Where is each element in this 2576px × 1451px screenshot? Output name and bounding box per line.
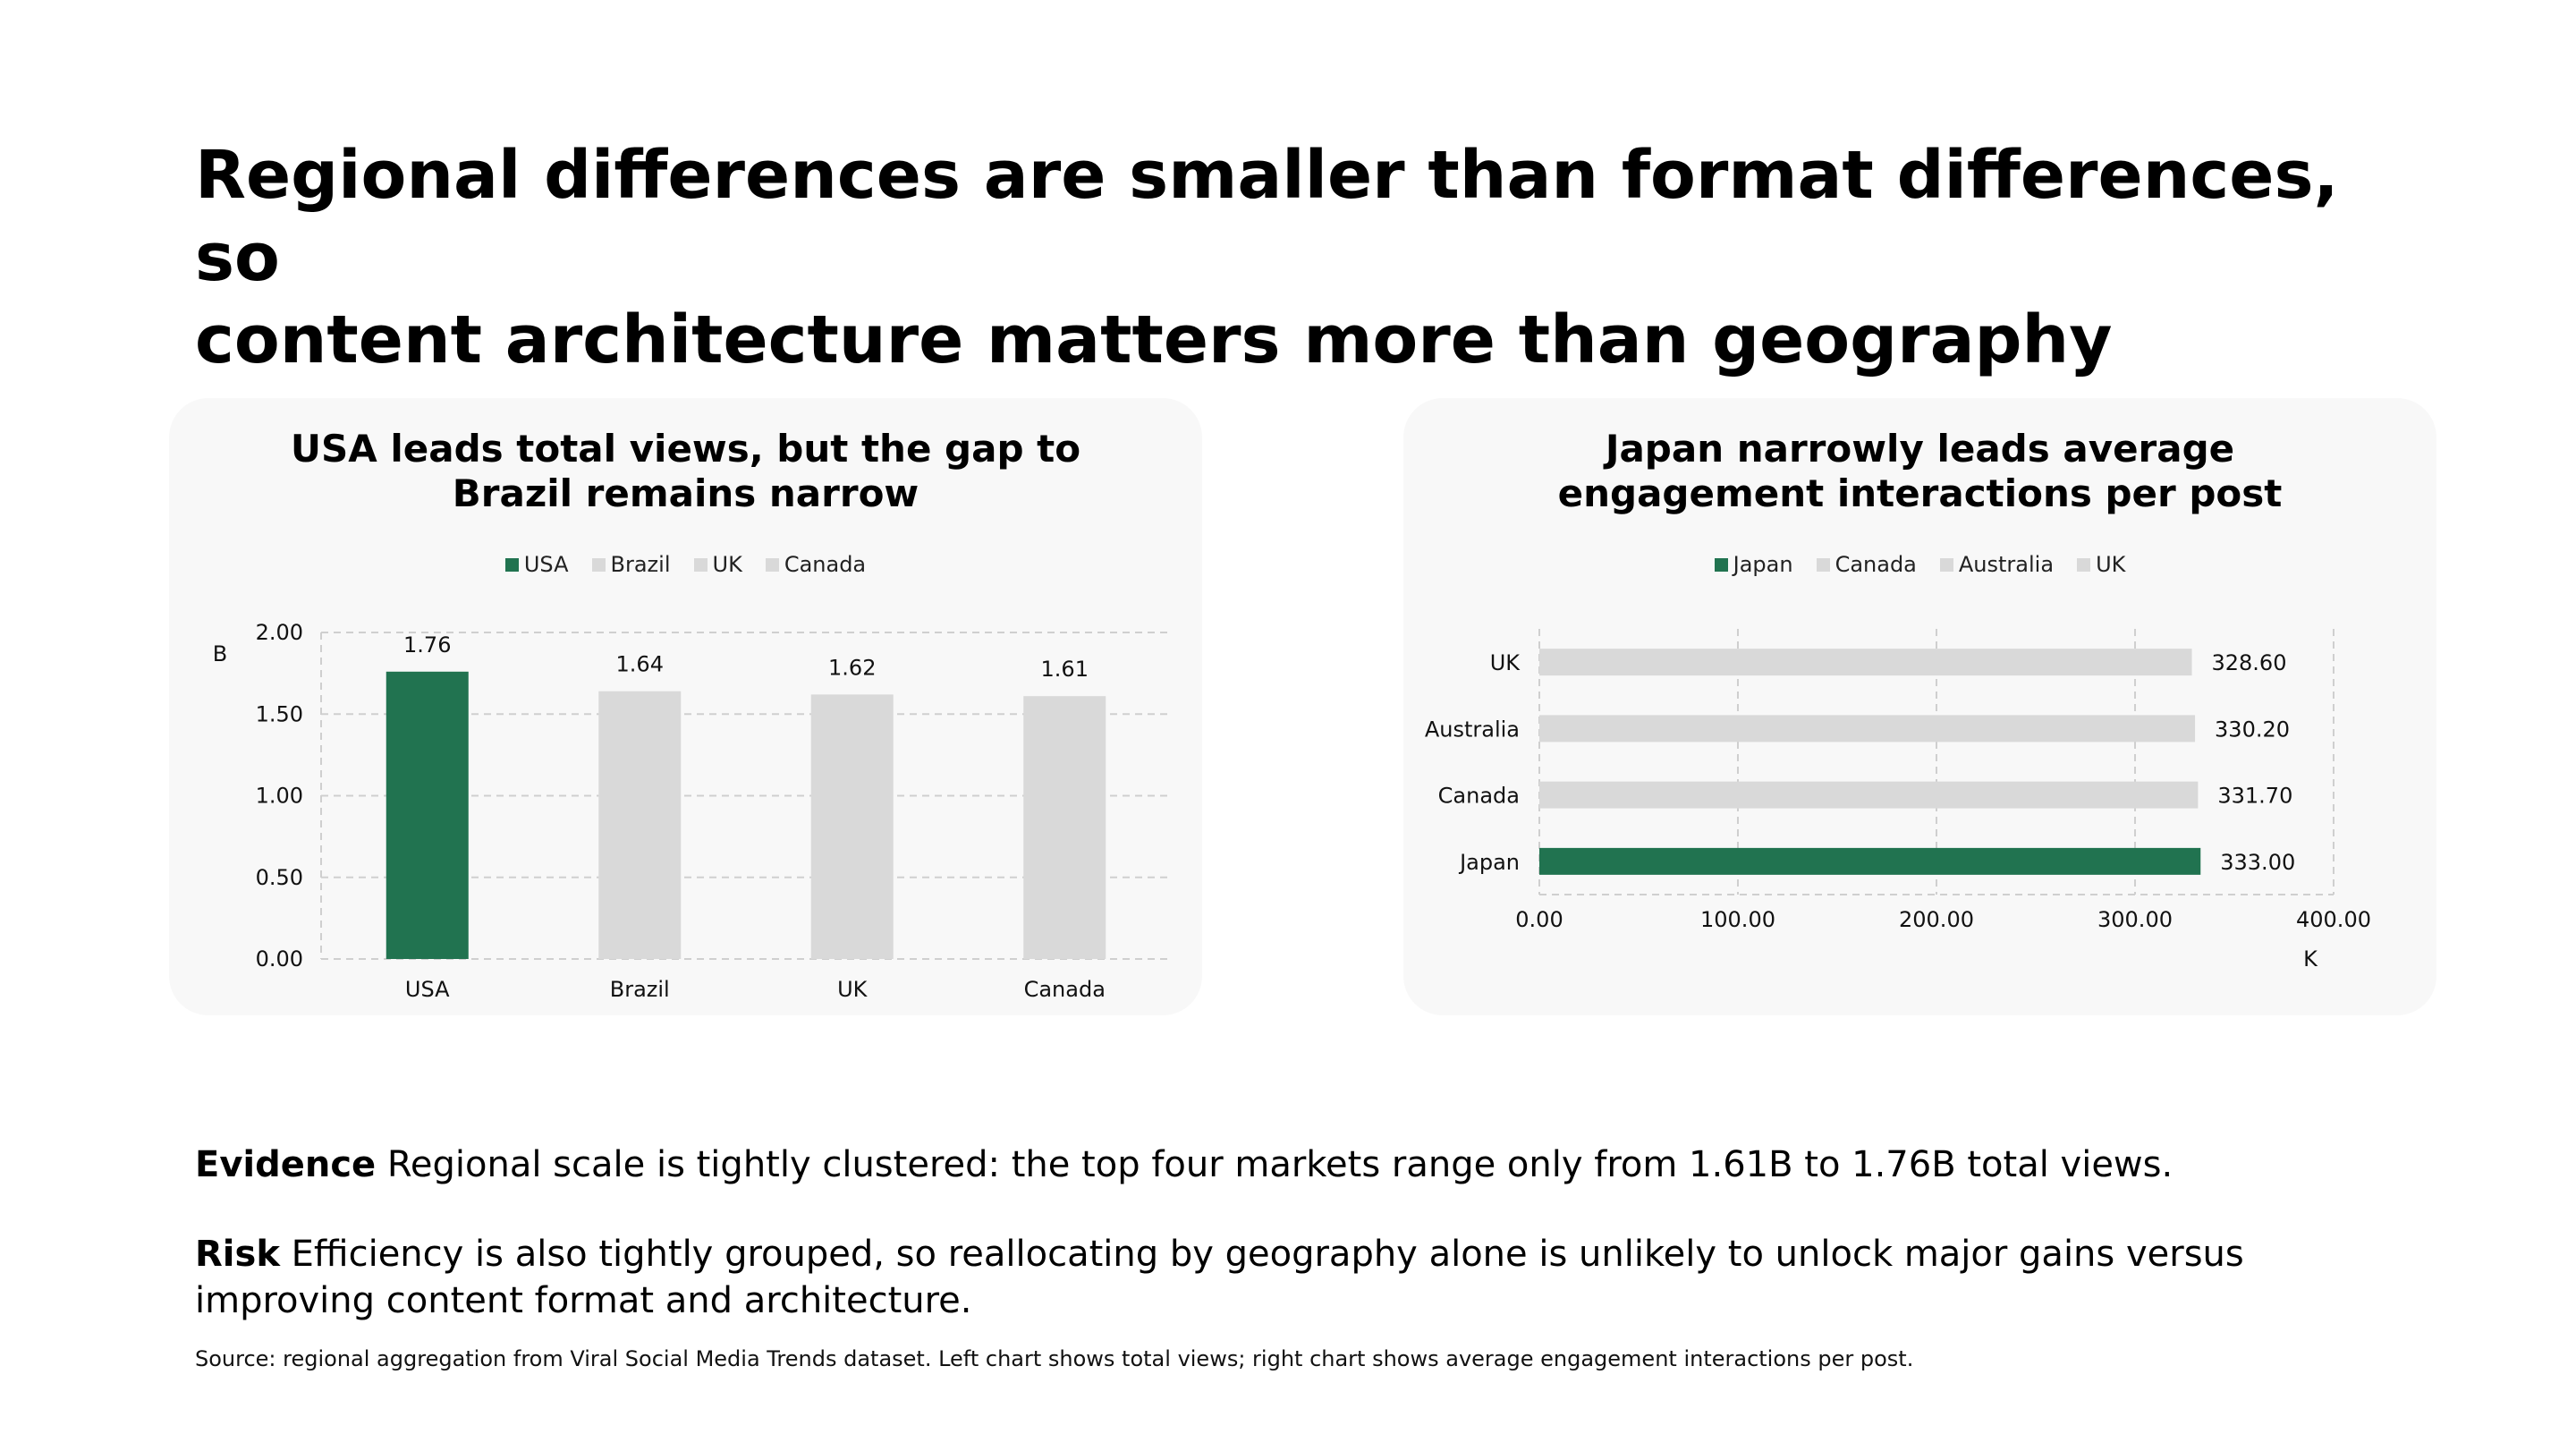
legend-label: Australia [1958,552,2055,577]
legend-swatch [693,557,708,572]
evidence-paragraph: Evidence Regional scale is tightly clust… [195,1141,2413,1188]
engagement-chart-title: Japan narrowly leads average engagement … [1403,427,2436,516]
bar-uk [1539,649,2192,676]
x-tick-label: 0.00 [1515,907,1563,932]
legend-swatch [1714,557,1728,572]
x-tick-label: UK [837,977,869,1002]
y-tick-label: 0.50 [256,865,303,890]
value-label: 1.64 [616,652,664,677]
y-tick-label: 1.00 [256,784,303,809]
legend-swatch [504,557,519,572]
risk-paragraph: Risk Efficiency is also tightly grouped,… [195,1231,2413,1324]
x-unit-label: K [2303,946,2318,972]
views-bar-chart: 0.00 0.50 1.00 1.50 2.00 B 1.76 USA 1.64 Brazil 1.… [213,620,1171,1002]
views-legend-item-canada: Canada [765,552,867,577]
y-tick-label: 2.00 [256,620,303,645]
legend-swatch [765,557,779,572]
bar-brazil [598,691,682,959]
value-label: 1.61 [1041,657,1089,682]
evidence-label: Evidence [195,1144,377,1185]
legend-swatch [1816,557,1830,572]
x-tick-label: Canada [1024,977,1106,1002]
engagement-legend-item-canada: Canada [1816,552,1917,577]
legend-label: UK [2096,552,2126,577]
legend-label: Brazil [610,552,671,577]
evidence-text: Regional scale is tightly clustered: the… [376,1144,2174,1185]
risk-label: Risk [195,1234,280,1275]
y-unit-label: B [213,641,227,666]
source-note: Source: regional aggregation from Viral … [195,1346,1914,1371]
y-tick-label: Australia [1425,717,1520,742]
legend-label: USA [523,552,569,577]
engagement-chart-legend: Japan Canada Australia UK [1403,552,2436,577]
views-legend-item-usa: USA [504,552,569,577]
views-chart-title-line-2: Brazil remains narrow [452,471,919,515]
engagement-bar-chart: 0.00 100.00 200.00 300.00 400.00 K 328.60 UK 330… [1425,629,2371,972]
legend-swatch [591,557,606,572]
views-legend-item-brazil: Brazil [591,552,671,577]
engagement-chart-card: Japan narrowly leads average engagement … [1403,398,2436,1015]
engagement-legend-item-japan: Japan [1714,552,1793,577]
value-label: 1.76 [403,632,451,658]
y-tick-label: Canada [1438,784,1520,809]
bar-usa [386,671,469,959]
x-tick-label: 100.00 [1700,907,1775,932]
bar-uk [810,694,894,959]
x-tick-label: 300.00 [2097,907,2173,932]
risk-text: Efficiency is also tightly grouped, so r… [195,1234,2244,1321]
y-tick-label: 1.50 [256,701,303,726]
value-label: 333.00 [2220,850,2295,875]
views-chart-title: USA leads total views, but the gap to Br… [169,427,1202,516]
y-tick-label: UK [1490,650,1521,675]
bar-canada [1023,696,1106,959]
legend-swatch [1939,557,1953,572]
legend-label: UK [712,552,742,577]
value-label: 328.60 [2211,650,2286,675]
value-label: 1.62 [828,655,876,680]
legend-swatch [2077,557,2091,572]
page-headline: Regional differences are smaller than fo… [195,134,2431,381]
views-chart-title-line-1: USA leads total views, but the gap to [290,427,1081,471]
views-legend-item-uk: UK [693,552,742,577]
legend-label: Canada [784,552,867,577]
engagement-legend-item-australia: Australia [1939,552,2055,577]
bar-australia [1539,715,2196,742]
bar-canada [1539,781,2199,809]
value-label: 331.70 [2217,784,2292,809]
x-tick-label: 200.00 [1899,907,1974,932]
engagement-chart-title-line-1: Japan narrowly leads average [1605,427,2235,471]
value-label: 330.20 [2215,717,2290,742]
bar-japan [1539,847,2201,875]
views-chart-legend: USA Brazil UK Canada [169,552,1202,577]
legend-label: Japan [1733,552,1793,577]
x-tick-label: USA [405,977,450,1002]
views-chart-card: USA leads total views, but the gap to Br… [169,398,1202,1015]
x-tick-label: Brazil [610,977,670,1002]
headline-line-1: Regional differences are smaller than fo… [195,137,2339,296]
legend-label: Canada [1835,552,1917,577]
x-tick-label: 400.00 [2296,907,2371,932]
y-tick-label: 0.00 [256,946,303,972]
y-tick-label: Japan [1458,850,1520,875]
headline-line-2: content architecture matters more than g… [195,301,2113,378]
engagement-chart-title-line-2: engagement interactions per post [1557,471,2283,515]
engagement-legend-item-uk: UK [2077,552,2125,577]
